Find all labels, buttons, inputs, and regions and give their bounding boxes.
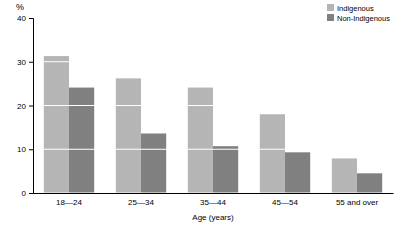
y-tick: 40 [17,14,33,23]
y-tick-label: 30 [17,58,26,67]
x-axis-title: Age (years) [192,213,234,222]
x-tick: 45—54 [272,193,298,207]
legend-label: Indigenous [337,4,374,13]
x-tick: 55 and over [336,193,379,207]
x-tick-label: 25—34 [128,198,154,207]
bar [260,114,285,193]
bar [332,158,357,193]
y-tick: 10 [17,145,33,154]
legend-swatch [327,14,334,21]
x-tick: 35—44 [200,193,226,207]
grid-line [33,105,393,106]
bar [357,173,382,193]
legend: IndigenousNon-Indigenous [327,4,390,23]
plot: 0 10 20 30 40 18—24 25—34 35—44 45—54 55 and over [17,14,393,207]
y-axis-line [29,19,34,194]
y-tick-mark [29,62,33,63]
y-tick: 30 [17,58,33,67]
y-tick-label: 40 [17,14,26,23]
x-tick-label: 55 and over [336,198,379,207]
x-tick: 25—34 [128,193,154,207]
x-tick-label: 18—24 [56,198,82,207]
bar [285,152,310,193]
y-tick-mark [29,149,33,150]
bar [116,78,141,193]
y-tick: 20 [17,102,33,111]
x-axis-line [34,193,394,194]
y-tick-label: 10 [17,145,26,154]
bar [188,88,213,193]
grid-line [33,193,393,194]
bar [69,88,94,193]
y-tick-label: 20 [17,102,26,111]
chart: 0 10 20 30 40 18—24 25—34 35—44 45—54 55 and over… [0,0,397,227]
y-tick: 0 [22,189,33,198]
bar [44,56,69,193]
bar [141,134,166,194]
x-axis: 18—24 25—34 35—44 45—54 55 and over [34,193,394,207]
x-tick-label: 45—54 [272,198,298,207]
y-tick-mark [29,193,33,194]
y-axis-title: % [16,2,24,12]
grid-line [33,61,393,62]
x-tick: 18—24 [56,193,82,207]
y-tick-label: 0 [22,189,27,198]
legend-label: Non-Indigenous [337,14,390,23]
y-tick-mark [29,18,33,19]
bar [213,146,238,193]
bars [33,18,393,193]
legend-swatch [327,4,334,11]
grid-line [33,149,393,150]
y-axis: 0 10 20 30 40 [17,14,33,198]
x-tick-label: 35—44 [200,198,226,207]
y-tick-mark [29,106,33,107]
